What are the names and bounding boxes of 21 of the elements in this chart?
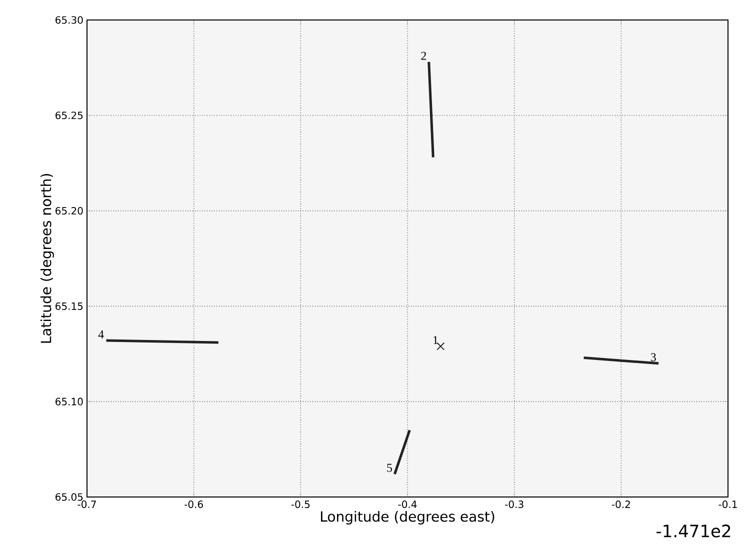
x-tick-label: -0.6 xyxy=(184,500,203,508)
x-tick-label: -0.4 xyxy=(398,500,417,508)
x-axis-title: Longitude (degrees east) xyxy=(320,510,494,524)
y-tick-label: 65.20 xyxy=(56,206,83,215)
series-label: 4 xyxy=(98,330,104,338)
y-tick-label: 65.05 xyxy=(56,493,83,501)
series-label: 5 xyxy=(387,464,392,472)
y-tick-label: 65.25 xyxy=(56,112,83,120)
y-axis-title: Latitude (degrees north) xyxy=(40,174,54,343)
x-tick-label: -0.2 xyxy=(612,500,630,508)
series-label: 1 xyxy=(433,336,438,344)
x-tick-label: -0.7 xyxy=(78,500,96,508)
series-label: 3 xyxy=(650,353,656,362)
y-tick-label: 65.10 xyxy=(56,398,83,406)
y-tick-label: 65.30 xyxy=(56,16,83,24)
x-tick-label: -0.1 xyxy=(718,500,737,508)
y-tick-label: 65.15 xyxy=(56,302,83,310)
series-label: 2 xyxy=(421,52,426,60)
x-tick-label: -0.3 xyxy=(505,500,524,508)
text: -1.471e2 xyxy=(656,524,730,538)
x-tick-label: -0.5 xyxy=(291,500,310,508)
